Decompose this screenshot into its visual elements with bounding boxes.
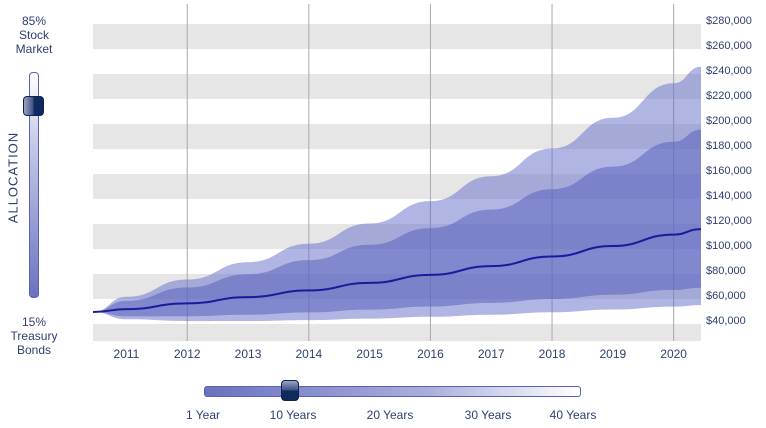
allocation-slider-thumb[interactable] [23, 96, 44, 116]
x-tick-label: 2019 [599, 347, 627, 361]
y-tick-label: $40,000 [706, 315, 746, 327]
grid-band [93, 324, 701, 341]
bonds-label: Bonds [16, 343, 52, 357]
horizon-tick-40[interactable]: 40 Years [549, 408, 597, 422]
horizon-slider-thumb[interactable] [281, 380, 299, 401]
x-tick-label: 2020 [660, 347, 687, 361]
x-tick-label: 2013 [234, 347, 262, 361]
y-tick-label: $160,000 [706, 165, 752, 177]
horizon-tick-10[interactable]: 10 Years [269, 408, 317, 422]
y-tick-label: $100,000 [706, 240, 752, 252]
x-tick-label: 2015 [356, 347, 383, 361]
y-tick-label: $180,000 [706, 140, 752, 152]
median-line [92, 228, 702, 313]
stock-allocation-label: 85% Stock Market [8, 14, 60, 56]
y-tick-label: $280,000 [706, 15, 752, 27]
grid-band [93, 24, 701, 49]
grid-band [93, 74, 701, 99]
stock-label: Stock [18, 28, 49, 42]
stock-pct: 85% [21, 14, 47, 28]
y-tick-label: $120,000 [706, 215, 752, 227]
market-label: Market [15, 42, 53, 56]
x-tick-label: 2012 [173, 347, 201, 361]
y-tick-label: $200,000 [706, 115, 752, 127]
horizon-slider-track[interactable] [204, 386, 581, 397]
y-tick-label: $140,000 [706, 190, 752, 202]
y-tick-label: $240,000 [706, 65, 752, 77]
bond-pct: 15% [21, 315, 47, 329]
y-tick-label: $80,000 [706, 265, 746, 277]
y-tick-label: $60,000 [706, 290, 746, 302]
x-tick-label: 2016 [417, 347, 444, 361]
bond-allocation-label: 15% Treasury Bonds [2, 315, 66, 357]
horizon-tick-1[interactable]: 1 Year [185, 408, 221, 422]
treasury-label: Treasury [10, 329, 58, 343]
inner-range-band [93, 129, 701, 317]
allocation-slider-track[interactable] [29, 72, 39, 298]
x-tick-label: 2011 [113, 347, 140, 361]
y-tick-label: $260,000 [706, 40, 752, 52]
x-tick-label: 2014 [295, 347, 323, 361]
x-tick-label: 2017 [477, 347, 505, 361]
x-tick-label: 2018 [538, 347, 566, 361]
y-tick-label: $220,000 [706, 90, 752, 102]
horizon-tick-20[interactable]: 20 Years [366, 408, 414, 422]
horizon-tick-30[interactable]: 30 Years [464, 408, 512, 422]
